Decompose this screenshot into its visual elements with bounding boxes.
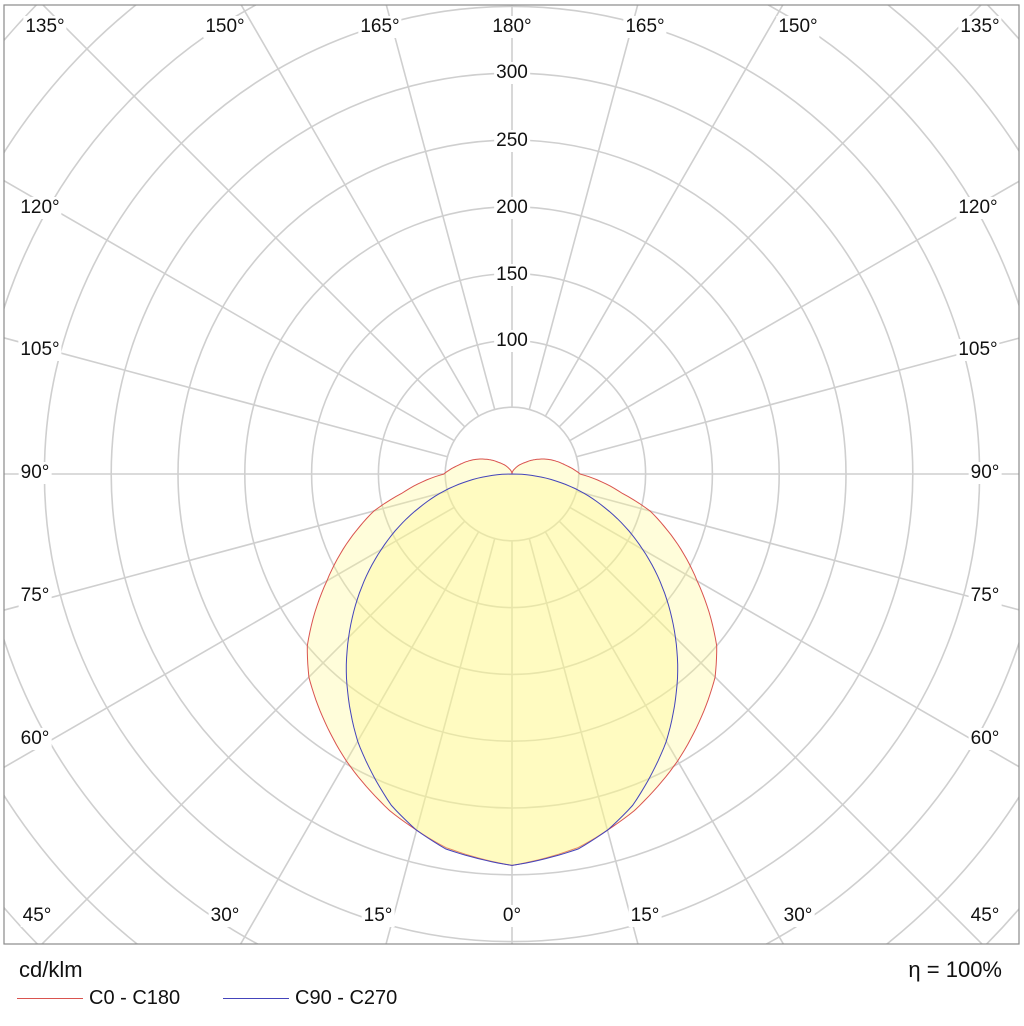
radial-tick-200: 200 xyxy=(494,197,530,219)
angle-label-top-6: 135° xyxy=(958,16,1002,38)
angle-label-right-1: 105° xyxy=(956,339,1000,361)
angle-label-left-3: 75° xyxy=(18,585,52,607)
radial-tick-250: 250 xyxy=(494,130,530,152)
legend-label-c90-c270: C90 - C270 xyxy=(295,987,398,1009)
angle-label-top-5: 150° xyxy=(776,16,820,38)
radial-tick-150: 150 xyxy=(494,264,530,286)
plot-border xyxy=(3,4,1020,945)
angle-label-top-0: 135° xyxy=(23,16,67,38)
angle-label-left-4: 60° xyxy=(18,728,52,750)
angle-label-left-2: 90° xyxy=(18,462,52,484)
intensity-curves xyxy=(306,458,718,866)
angle-label-right-3: 75° xyxy=(968,585,1002,607)
unit-label: cd/klm xyxy=(19,957,83,982)
legend-label-c0-c180: C0 - C180 xyxy=(89,987,181,1009)
angle-label-bottom-2: 15° xyxy=(361,905,395,927)
efficiency-label: η = 100% xyxy=(908,957,1002,982)
radial-tick-300: 300 xyxy=(494,62,530,84)
angle-label-top-2: 165° xyxy=(358,16,402,38)
radial-tick-100: 100 xyxy=(494,330,530,352)
angle-label-right-0: 120° xyxy=(956,197,1000,219)
angle-label-left-0: 120° xyxy=(18,197,62,219)
angle-label-top-1: 150° xyxy=(203,16,247,38)
red-line-swatch-icon xyxy=(17,998,83,999)
angle-label-bottom-5: 30° xyxy=(781,905,815,927)
angle-label-right-4: 60° xyxy=(968,728,1002,750)
angle-label-bottom-1: 30° xyxy=(208,905,242,927)
angle-label-bottom-0: 45° xyxy=(20,905,54,927)
angle-label-top-4: 165° xyxy=(623,16,667,38)
angle-label-top-3: 180° xyxy=(490,16,534,38)
legend-item-c90-c270: C90 - C270 xyxy=(223,987,397,1010)
angle-label-bottom-4: 15° xyxy=(628,905,662,927)
angle-label-bottom-6: 45° xyxy=(968,905,1002,927)
angle-label-bottom-3: 0° xyxy=(500,905,524,927)
angle-label-right-2: 90° xyxy=(968,462,1002,484)
blue-line-swatch-icon xyxy=(223,998,289,999)
legend-item-c0-c180: C0 - C180 xyxy=(17,987,180,1010)
angle-label-left-1: 105° xyxy=(18,339,62,361)
